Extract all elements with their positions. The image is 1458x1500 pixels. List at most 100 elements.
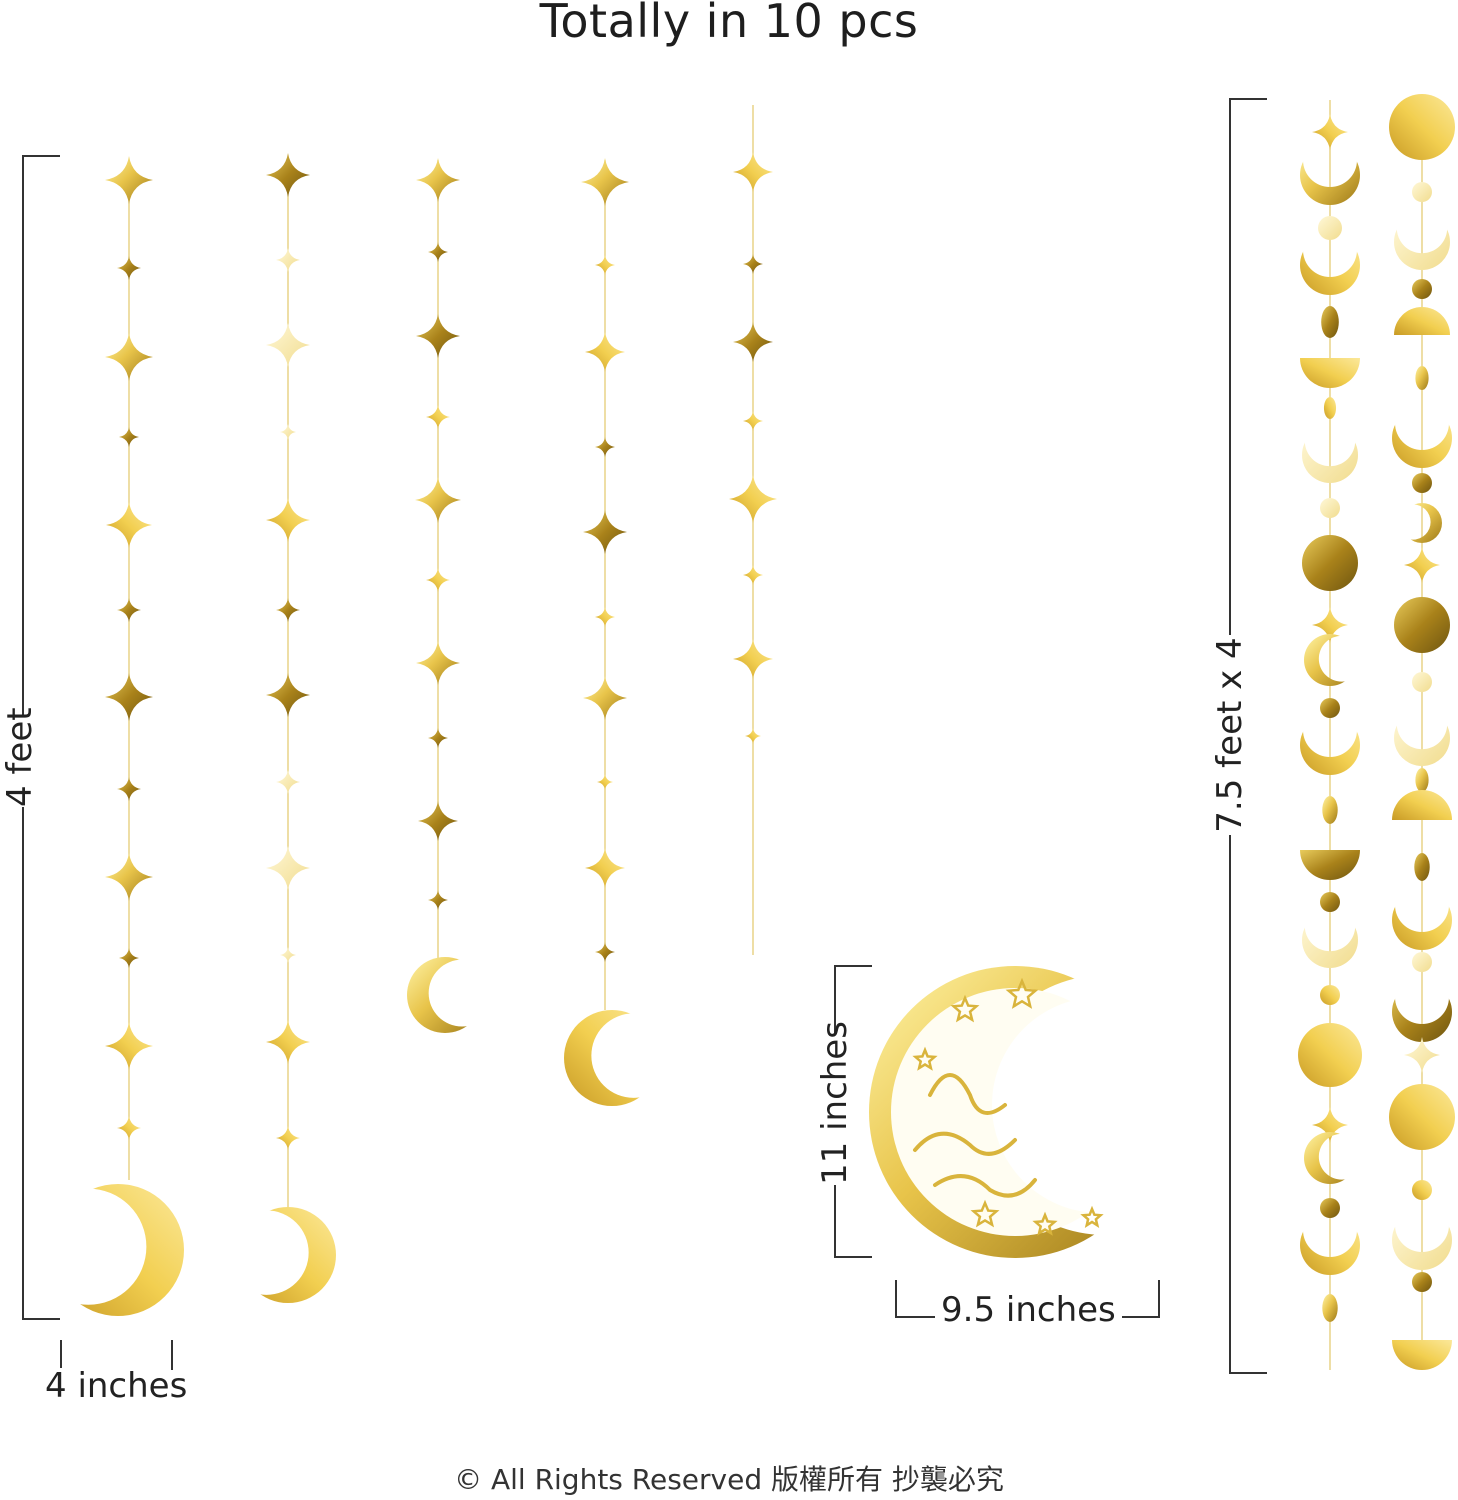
half-moon-ornament [1392,790,1452,820]
crescent-ornament [1304,1132,1356,1184]
star-garland-width-label: 4 inches [45,1366,188,1406]
star-ornament [280,424,296,440]
circle-ornament [1412,672,1432,692]
star-ornament [426,568,450,592]
star-ornament [416,641,460,685]
cutout-star [1080,1205,1104,1228]
moon-width-label: 9.5 inches [935,1290,1122,1330]
star-ornament [105,853,153,901]
width-tick-left [60,1340,62,1368]
circle-ornament [1389,94,1455,160]
crescent-ornament [1300,235,1360,295]
star-ornament [276,248,300,272]
star-ornament [729,475,777,523]
star-ornament [117,256,141,280]
oval-ornament [1322,1294,1338,1322]
star-ornament [1312,1107,1348,1143]
star-ornament [276,770,300,794]
star-ornament [276,1126,300,1150]
star-ornament [743,411,763,431]
star-ornament [426,405,450,429]
crescent-ornament [1304,634,1356,686]
star-ornament [585,332,625,372]
cutout-star [912,1046,938,1071]
crescent-ornament [1392,982,1452,1042]
moon-height-bracket-bottom [834,1256,872,1258]
star-ornament [416,158,460,202]
star-ornament [1312,114,1348,150]
oval-ornament [1415,768,1429,792]
circle-ornament [1320,698,1340,718]
star-ornament [585,848,625,888]
half-moon-ornament [1300,850,1360,880]
star-ornament [733,152,773,192]
oval-ornament [1322,796,1338,824]
star-ornament [119,427,139,447]
star-ornament [117,598,141,622]
circle-ornament [1320,892,1340,912]
star-garland-height-label: 4 feet [0,707,40,807]
circle-ornament [1320,985,1340,1005]
width-tick-right [171,1340,173,1370]
star-ornament [743,565,763,585]
circle-ornament [1389,1084,1455,1150]
star-ornament [266,673,310,717]
moon-width-bracket-left [895,1280,897,1318]
star-ornament [266,846,310,890]
star-ornament [266,323,310,367]
star-ornament [595,255,615,275]
star-ornament [418,801,458,841]
star-ornament [105,1022,153,1070]
star-ornament [117,1116,141,1140]
star-ornament [280,947,296,963]
crescent-ornament [1394,214,1450,270]
cutout-star [1005,977,1039,1009]
circle-ornament [1412,952,1432,972]
oval-ornament [1321,306,1339,338]
star-ornament [733,322,773,362]
half-moon-ornament [1394,307,1450,335]
star-ornament [117,777,141,801]
crescent-ornament [1300,145,1360,205]
oval-ornament [1414,853,1430,881]
cutout-star [950,994,980,1023]
moon-pendant [52,1184,184,1316]
circle-ornament [1412,279,1432,299]
star-ornament [105,673,153,721]
star-ornament [1404,1037,1440,1073]
cutout-star [1032,1211,1058,1236]
crescent-ornament [1392,1210,1452,1270]
page-title: Totally in 10 pcs [539,0,919,48]
height-bracket-top [22,155,60,157]
star-ornament [266,1020,310,1064]
oval-ornament [1415,366,1429,390]
moon-pendant [240,1207,336,1303]
circle-ornament [1298,1023,1362,1087]
star-ornament [105,156,153,204]
crescent-ornament [1300,715,1360,775]
star-ornament [583,510,627,554]
circle-ornament [1412,1180,1432,1200]
crescent-ornament [1300,1215,1360,1275]
cutout-star [970,1199,1000,1228]
height-bracket-bottom [22,1318,60,1320]
circle-ornament [1412,182,1432,202]
circle-ornament [1320,1198,1340,1218]
moon-height-label: 11 inches [815,1021,855,1185]
to-the-moon-crescent [869,966,1161,1258]
moon-height-bracket-top [834,965,872,967]
circle-ornament [1302,535,1358,591]
circle-ornament [1412,473,1432,493]
star-ornament [428,728,448,748]
crescent-ornament [1302,427,1358,483]
crescent-ornament [1392,408,1452,468]
star-ornament [1312,607,1348,643]
half-moon-ornament [1300,358,1360,388]
star-ornament [119,948,139,968]
star-ornament [1404,547,1440,583]
circle-ornament [1318,216,1342,240]
circle-garland-bracket-bottom [1229,1372,1267,1374]
star-ornament [428,242,448,262]
star-ornament [106,502,152,548]
circle-ornament [1394,597,1450,653]
